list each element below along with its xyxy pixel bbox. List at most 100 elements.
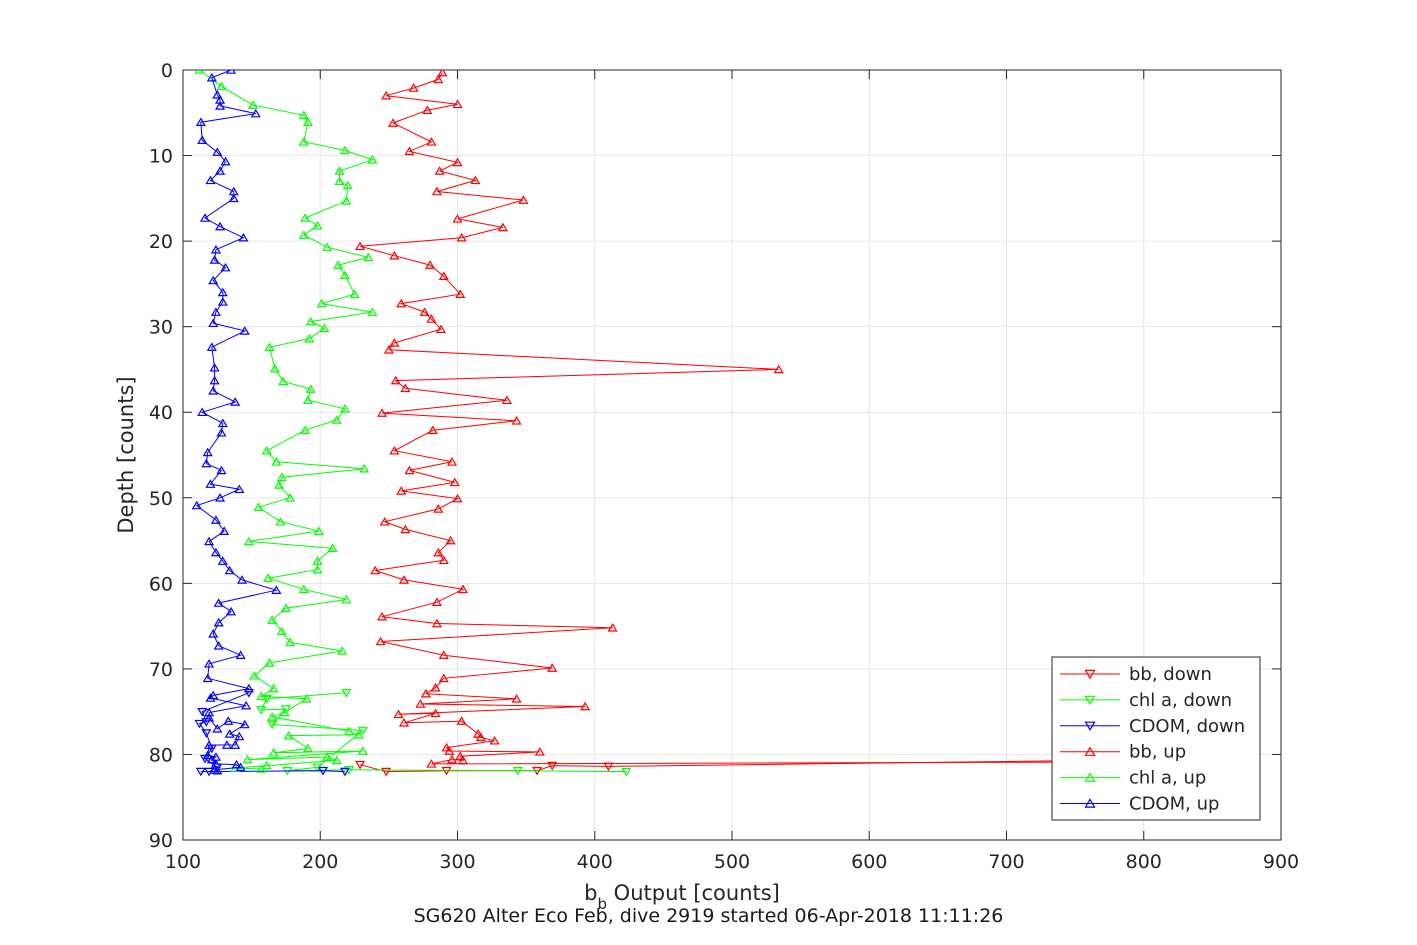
- data-point: [390, 375, 401, 385]
- data-point: [202, 447, 213, 457]
- data-point: [215, 492, 226, 502]
- data-point: [425, 260, 436, 269]
- data-point: [302, 395, 313, 405]
- data-point: [396, 486, 407, 495]
- data-point: [408, 83, 419, 92]
- data-point: [431, 618, 442, 628]
- data-point: [415, 699, 426, 708]
- data-point: [367, 155, 378, 164]
- x-axis-label-symbol: b: [584, 881, 597, 905]
- data-point: [209, 255, 220, 264]
- data-point: [404, 146, 415, 156]
- data-point: [204, 740, 215, 749]
- data-point: [381, 767, 392, 777]
- data-point: [400, 383, 411, 393]
- data-point: [446, 754, 458, 764]
- data-point: [438, 271, 449, 280]
- data-point: [201, 729, 212, 738]
- data-point: [457, 755, 469, 765]
- data-point: [359, 463, 370, 473]
- data-point: [389, 338, 400, 347]
- data-point: [230, 397, 241, 406]
- data-point: [256, 691, 267, 701]
- data-point: [271, 457, 282, 466]
- data-point: [217, 556, 228, 565]
- data-point: [243, 683, 254, 693]
- data-point: [279, 707, 290, 717]
- data-point: [225, 70, 237, 74]
- data-point: [489, 735, 500, 745]
- data-point: [210, 244, 221, 254]
- data-point: [217, 418, 228, 428]
- legend-swatch-marker: [1084, 721, 1096, 732]
- data-point: [300, 425, 311, 434]
- legend-swatch-marker: [1084, 772, 1096, 782]
- data-point: [430, 708, 441, 718]
- y-axis-label: Depth [counts]: [114, 376, 138, 533]
- data-point: [217, 287, 228, 297]
- data-point: [250, 108, 261, 118]
- chart-caption: SG620 Alter Eco Feb, dive 2919 started 0…: [413, 905, 1004, 927]
- data-point: [197, 407, 208, 417]
- legend-swatch-marker: [1084, 669, 1096, 680]
- data-point: [228, 193, 239, 203]
- y-tick-label: 60: [149, 573, 173, 595]
- data-point: [194, 70, 205, 74]
- data-point: [452, 99, 463, 109]
- data-point: [337, 646, 348, 655]
- series-line: [199, 70, 374, 770]
- data-point: [376, 611, 388, 621]
- legend-label: chl a, down: [1129, 690, 1232, 711]
- data-point: [419, 307, 430, 316]
- data-point: [580, 701, 591, 711]
- data-point: [444, 746, 455, 755]
- data-point: [253, 502, 264, 511]
- legend-label: CDOM, down: [1129, 716, 1245, 737]
- data-point: [518, 195, 529, 204]
- x-tick-label: 500: [714, 851, 750, 873]
- data-point: [376, 408, 388, 417]
- series: [194, 70, 378, 773]
- data-point: [205, 175, 216, 185]
- data-point: [426, 314, 437, 323]
- data-point: [261, 445, 272, 455]
- legend-label: CDOM, up: [1129, 794, 1219, 815]
- data-point: [191, 500, 202, 510]
- data-point: [547, 663, 558, 672]
- data-point: [344, 726, 355, 736]
- data-point: [256, 706, 267, 715]
- data-point: [220, 156, 231, 166]
- data-point: [339, 767, 351, 777]
- data-point: [243, 689, 254, 698]
- data-point: [339, 404, 351, 413]
- data-point: [302, 743, 313, 753]
- data-point: [312, 564, 323, 574]
- series: [355, 70, 1094, 768]
- data-point: [438, 650, 449, 660]
- data-point: [208, 275, 219, 285]
- data-point: [441, 742, 452, 752]
- data-point: [239, 326, 250, 335]
- y-tick-label: 20: [149, 231, 173, 253]
- data-point: [204, 712, 215, 722]
- data-point: [339, 270, 351, 280]
- data-point: [341, 689, 352, 698]
- x-tick-label: 700: [988, 851, 1024, 873]
- data-point: [312, 220, 323, 230]
- legend-label: bb, up: [1129, 742, 1186, 763]
- data-point: [473, 729, 484, 738]
- data-point: [455, 751, 466, 760]
- data-point: [224, 565, 235, 575]
- data-point: [438, 555, 449, 565]
- data-point: [316, 298, 327, 308]
- data-point: [215, 101, 226, 110]
- data-point: [398, 718, 410, 727]
- data-point: [331, 415, 342, 424]
- series: [191, 70, 282, 775]
- x-axis-label: bb Output [counts]: [584, 881, 780, 913]
- data-point: [334, 176, 345, 186]
- data-point: [357, 746, 368, 755]
- data-point: [431, 186, 442, 196]
- data-point: [199, 213, 211, 222]
